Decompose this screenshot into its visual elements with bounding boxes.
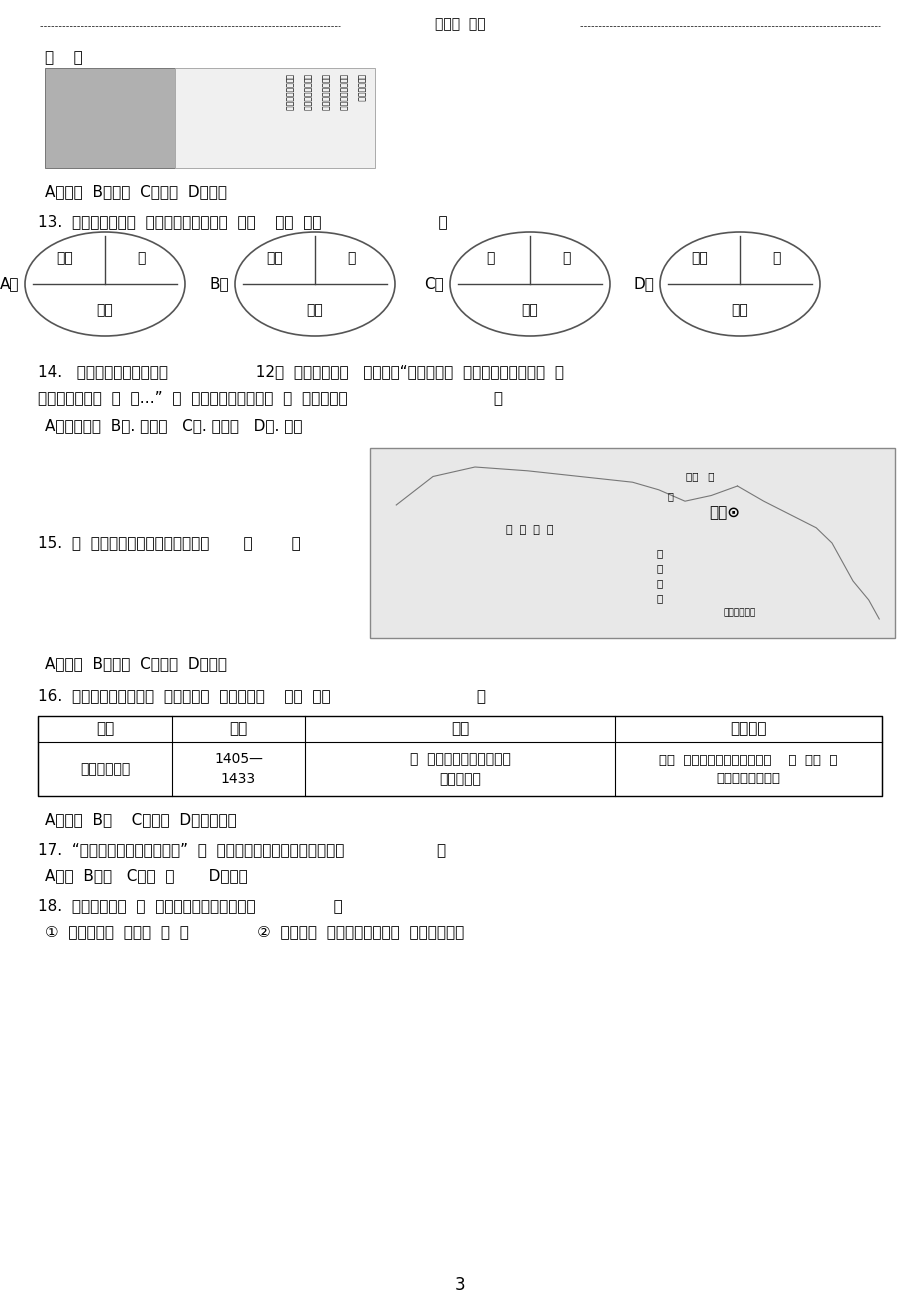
Text: 名校名  推荐: 名校名 推荐 [434,17,485,31]
Text: 西夏: 西夏 [267,251,283,265]
Text: 14.   史文献《蒙古秘史》，                  12世  的蒙古草原有   的描述，“有星的天旋  着，众百姓反了，不  自: 14. 史文献《蒙古秘史》， 12世 的蒙古草原有 的描述，“有星的天旋 着，众… [38,364,563,379]
Text: A．成吉思汗  B．. 元世祖   C．. 邘保机   D．. 元昊: A．成吉思汗 B．. 元世祖 C．. 邘保机 D．. 元昊 [45,418,302,433]
Text: 西夏: 西夏 [57,251,74,265]
Text: 辽: 辽 [137,251,145,265]
Text: 3: 3 [454,1276,465,1294]
Ellipse shape [659,232,819,336]
Text: 只把杭州作许州。: 只把杭州作许州。 [284,74,293,111]
Text: 13.  下列四幅两宋与  、金、西夏并立示意  中，    的一  是（                        ）: 13. 下列四幅两宋与 、金、西夏并立示意 中， 的一 是（ ） [38,214,448,229]
Text: A．目的  B．    C．影响  D．所到地区: A．目的 B． C．影响 D．所到地区 [45,812,236,827]
Text: 中: 中 [666,491,672,500]
Bar [175,68,375,168]
Text: 金: 金 [346,251,355,265]
Text: B．: B． [210,276,229,292]
Bar [45,68,175,168]
Text: 到达  欧三十多个国家和地区，    最  到达  海
沿岐和欧洲西海岐: 到达 欧三十多个国家和地区， 最 到达 海 沿岐和欧洲西海岐 [659,753,837,784]
Text: A．隋朝  B．唐朝  C．宋朝  D．元朝: A．隋朝 B．唐朝 C．宋朝 D．元朝 [45,655,227,671]
Text: 西湖歌舞几时休。: 西湖歌舞几时休。 [320,74,329,111]
Bar [38,717,881,796]
Text: ①  关政策是指  格禁止  外  易              ②  关政策的  施有防御西方殖民  力入侵的目的: ① 关政策是指 格禁止 外 易 ② 关政策的 施有防御西方殖民 力入侵的目的 [45,924,464,939]
Text: 北宋: 北宋 [96,304,113,317]
Text: 暖风熏得游人醉，: 暖风熏得游人醉， [302,74,312,111]
Text: 省: 省 [656,593,663,603]
Text: 北宋: 北宋 [306,304,323,317]
Text: A．隋朝  B．唐朝  C．北宋  D．南宋: A．隋朝 B．唐朝 C．北宋 D．南宋 [45,184,227,199]
Text: 辽: 辽 [485,251,494,265]
Text: 河南江北行省: 河南江北行省 [723,609,755,618]
Text: 中上   都: 中上 都 [685,470,713,481]
Text: C．: C． [424,276,444,292]
Text: 西: 西 [656,563,663,573]
Text: 所到地区: 所到地区 [730,722,766,736]
Text: 16.  下面是某同学整理的  和下西洋的  笔，其中出    的一  是（                              ）: 16. 下面是某同学整理的 和下西洋的 笔，其中出 的一 是（ ） [38,688,485,704]
Text: 陕: 陕 [656,549,663,558]
Text: （    ）: （ ） [45,50,83,65]
Text: 1405—
1433: 1405— 1433 [214,752,263,786]
Text: 17.  “封侯非我意，但愿海波平”  一  句表达了哪位名将的抗倂决心（                   ）: 17. “封侯非我意，但愿海波平” 一 句表达了哪位名将的抗倂决心（ ） [38,842,446,857]
Text: 行: 行 [656,579,663,588]
Text: 开  了西太平洋与印度洋之
的海上交通: 开 了西太平洋与印度洋之 的海上交通 [409,752,510,786]
Text: 18.  下列有关清朝  关  国政策的叙述正确的是（                ）: 18. 下列有关清朝 关 国政策的叙述正确的是（ ） [38,898,343,913]
Text: 南宋: 南宋 [521,304,538,317]
Text: 金: 金 [562,251,570,265]
Text: 己的卧内，互相  掠  物…”  束  一局面、建立蒙古政  的  史人物是（                              ）: 己的卧内，互相 掠 物…” 束 一局面、建立蒙古政 的 史人物是（ ） [38,390,503,405]
Bar [369,448,894,638]
Text: 金: 金 [771,251,779,265]
Ellipse shape [449,232,609,336]
Text: 南宋: 南宋 [731,304,747,317]
Text: A．: A． [0,276,19,292]
Text: 西夏: 西夏 [691,251,708,265]
Text: 提高明朝威望: 提高明朝威望 [80,762,130,777]
Text: 《题榆安起》: 《题榆安起》 [357,74,365,102]
Text: 15.  如  反映了哪一朝代的行政制度？       （        ）: 15. 如 反映了哪一朝代的行政制度？ （ ） [38,536,301,550]
Text: 目的: 目的 [96,722,114,736]
Ellipse shape [234,232,394,336]
Text: 时间: 时间 [229,722,247,736]
Text: 甘  肃  行  省: 甘 肃 行 省 [505,525,553,536]
Text: D．: D． [632,276,653,292]
Text: 大都⊙: 大都⊙ [709,506,740,520]
Text: 山外青山楼外楼，: 山外青山楼外楼， [338,74,347,111]
Text: 影响: 影响 [450,722,469,736]
Ellipse shape [25,232,185,336]
Text: A．真  B．岳   C．威  光       D．成功: A．真 B．岳 C．威 光 D．成功 [45,868,247,883]
